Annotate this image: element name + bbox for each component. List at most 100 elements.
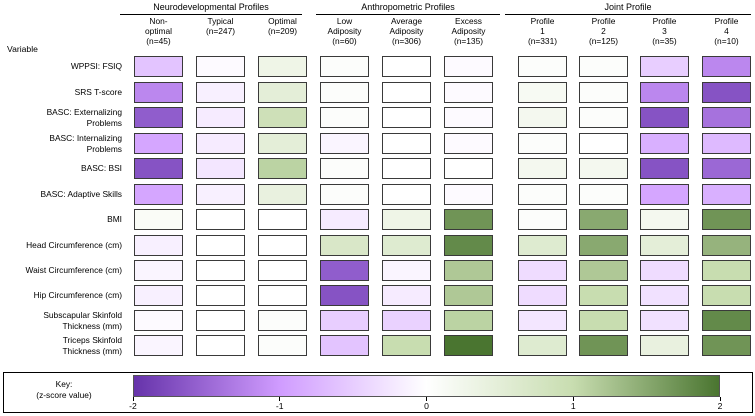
heatmap-cell [444, 335, 493, 356]
heatmap-cell [258, 260, 307, 281]
heatmap-cell [518, 209, 567, 230]
row-label: Waist Circumference (cm) [25, 265, 122, 275]
heatmap-cell [702, 158, 751, 179]
heatmap-cell [258, 335, 307, 356]
heatmap-cell [579, 107, 628, 128]
heatmap-cell [258, 56, 307, 77]
row-label: BASC: Internalizing Problems [49, 133, 122, 154]
heatmap-cell [640, 158, 689, 179]
heatmap-cell [518, 235, 567, 256]
group-title: Anthropometric Profiles [361, 2, 455, 12]
row-label: BMI [107, 214, 122, 224]
heatmap-cell [444, 133, 493, 154]
key-tick-mark [426, 397, 427, 401]
heatmap-cell [196, 82, 245, 103]
heatmap-cell [258, 158, 307, 179]
heatmap-cell [702, 82, 751, 103]
heatmap-cell [382, 184, 431, 205]
heatmap-cell [579, 209, 628, 230]
heatmap-cell [444, 56, 493, 77]
key-tick-label: 0 [424, 401, 429, 411]
row-label: BASC: BSI [81, 163, 122, 173]
colorscale-gradient-bar [133, 375, 720, 397]
heatmap-cell [382, 158, 431, 179]
heatmap-cell [444, 184, 493, 205]
heatmap-cell [444, 285, 493, 306]
heatmap-cell [196, 158, 245, 179]
heatmap-cell [382, 260, 431, 281]
group-underline [120, 14, 302, 15]
heatmap-cell [444, 82, 493, 103]
heatmap-cell [320, 285, 369, 306]
group-title: Joint Profile [604, 2, 652, 12]
heatmap-cell [258, 107, 307, 128]
heatmap-cell [382, 209, 431, 230]
key-tick-label: -2 [129, 401, 137, 411]
heatmap-cell [640, 285, 689, 306]
heatmap-cell [518, 184, 567, 205]
heatmap-cell [258, 235, 307, 256]
heatmap-cell [579, 285, 628, 306]
heatmap-cell [134, 335, 183, 356]
row-label: BASC: Externalizing Problems [46, 107, 122, 128]
column-header: Optimal (n=209) [267, 16, 298, 36]
group-underline [316, 14, 500, 15]
key-tick-mark [719, 397, 721, 401]
colorscale-key: Key: (z-score value) [3, 372, 753, 413]
heatmap-cell [258, 310, 307, 331]
heatmap-cell [382, 335, 431, 356]
heatmap-cell [196, 310, 245, 331]
heatmap-cell [134, 260, 183, 281]
key-tick-label: 1 [570, 401, 576, 411]
heatmap-cell [702, 310, 751, 331]
heatmap-cell [196, 133, 245, 154]
row-label: WPPSI: FSIQ [70, 61, 122, 71]
heatmap-cell [134, 209, 183, 230]
row-label: Triceps Skinfold Thickness (mm) [62, 335, 122, 356]
heatmap-cell [196, 335, 245, 356]
heatmap-cell [382, 310, 431, 331]
row-label: BASC: Adaptive Skills [40, 189, 122, 199]
column-header: Excess Adiposity (n=135) [451, 16, 486, 46]
row-label: Subscapular Skinfold Thickness (mm) [43, 310, 122, 331]
heatmap-cell [579, 158, 628, 179]
heatmap-cell [640, 335, 689, 356]
heatmap-cell [320, 235, 369, 256]
heatmap-cell [320, 310, 369, 331]
heatmap-cell [196, 107, 245, 128]
heatmap-cell [640, 184, 689, 205]
heatmap-cell [258, 209, 307, 230]
variable-header: Variable [7, 44, 38, 54]
column-header: Non- optimal (n=45) [145, 16, 172, 46]
heatmap-cell [382, 235, 431, 256]
heatmap-cell [196, 285, 245, 306]
heatmap-cell [702, 133, 751, 154]
heatmap-cell [640, 235, 689, 256]
column-header: Profile 4 (n=10) [714, 16, 739, 46]
heatmap-cell [196, 260, 245, 281]
heatmap-cell [640, 82, 689, 103]
key-tick-mark [279, 397, 281, 401]
heatmap-cell [579, 260, 628, 281]
heatmap-cell [640, 310, 689, 331]
heatmap-cell [640, 133, 689, 154]
heatmap-cell [134, 158, 183, 179]
heatmap-cell [444, 209, 493, 230]
heatmap-cell [320, 133, 369, 154]
heatmap-cell [444, 107, 493, 128]
heatmap-cell [702, 235, 751, 256]
row-label: Hip Circumference (cm) [33, 290, 122, 300]
heatmap-cell [382, 285, 431, 306]
column-header: Typical (n=247) [205, 16, 236, 36]
heatmap-cell [444, 260, 493, 281]
heatmap-cell [579, 56, 628, 77]
heatmap-cell [320, 209, 369, 230]
heatmap-cell [518, 158, 567, 179]
heatmap-cell [196, 56, 245, 77]
heatmap-cell [320, 335, 369, 356]
row-label: Head Circumference (cm) [26, 240, 122, 250]
heatmap-cell [518, 335, 567, 356]
group-underline [505, 14, 751, 15]
column-header: Low Adiposity (n=60) [327, 16, 362, 46]
heatmap-cell [382, 56, 431, 77]
